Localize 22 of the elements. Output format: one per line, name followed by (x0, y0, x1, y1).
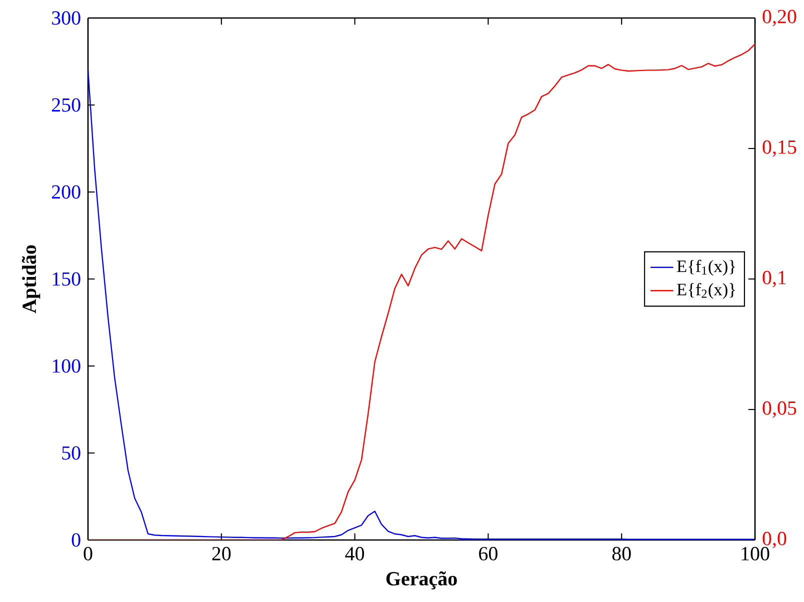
legend-label: E{f$_{1}$(x)} (677, 260, 735, 276)
y-tick-label: 150 (52, 272, 80, 286)
x-tick-label: 60 (479, 546, 498, 560)
y-axis-title: Aptidão (22, 245, 40, 314)
y2-tick-label: 0,1 (762, 270, 786, 288)
x-axis-title: Geração (386, 571, 457, 590)
x-tick-label: 100 (742, 546, 770, 560)
y-tick-label: 200 (52, 185, 80, 199)
y2-tick-label: 0,20 (762, 10, 796, 26)
legend-label: E{f$_{2}$(x)} (677, 282, 735, 299)
x-tick-label: 20 (212, 546, 231, 560)
x-tick-label: 80 (612, 546, 631, 560)
y2-tick-label: 0,0 (762, 532, 786, 548)
y-tick-label: 0 (72, 533, 80, 547)
y-tick-label: 300 (52, 11, 80, 25)
y2-tick-label: 0,15 (762, 140, 796, 157)
y-tick-label: 100 (52, 359, 80, 373)
y-tick-label: 50 (62, 446, 80, 460)
x-tick-label: 0 (84, 546, 92, 560)
y2-tick-label: 0,05 (762, 401, 796, 418)
x-tick-label: 40 (345, 546, 364, 560)
y-tick-label: 250 (52, 98, 80, 112)
